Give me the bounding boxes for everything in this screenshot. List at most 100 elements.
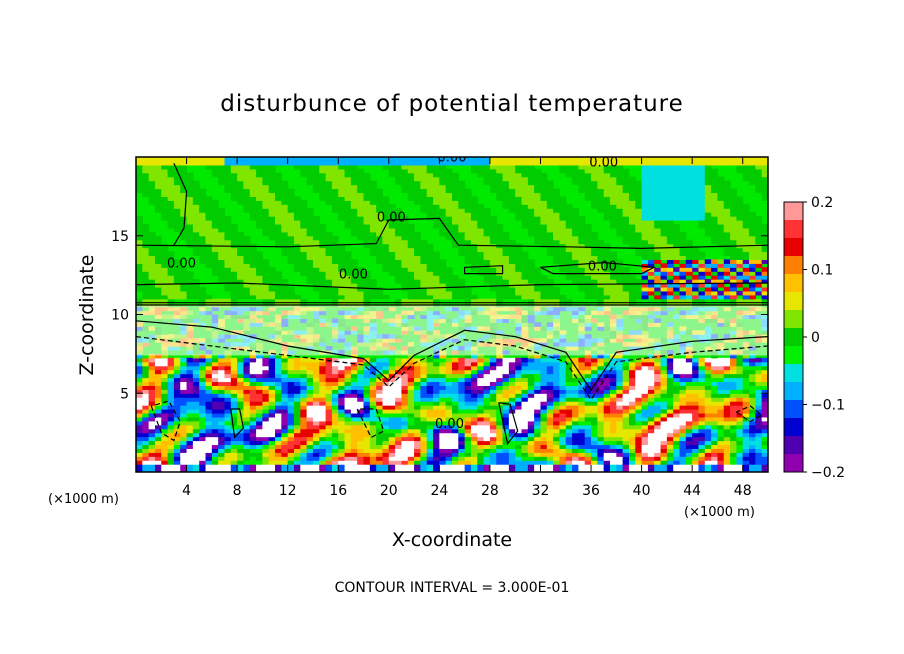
- field-cell: [483, 416, 491, 422]
- field-cell: [496, 275, 504, 280]
- field-cell: [224, 385, 232, 390]
- field-cell: [452, 176, 459, 182]
- field-cell: [382, 231, 390, 237]
- field-cell: [369, 188, 377, 194]
- field-cell: [508, 184, 516, 190]
- field-cell: [515, 188, 523, 194]
- field-cell: [344, 357, 352, 363]
- field-cell: [515, 255, 523, 260]
- field-cell: [205, 456, 213, 461]
- field-cell: [281, 452, 289, 457]
- field-cell: [477, 298, 485, 304]
- field-cell: [540, 448, 548, 453]
- field-cell: [452, 279, 459, 284]
- field-cell: [287, 235, 295, 241]
- field-cell: [281, 353, 289, 359]
- field-cell: [350, 369, 358, 375]
- field-cell: [591, 424, 598, 430]
- field-cell: [161, 409, 169, 414]
- field-cell: [445, 409, 453, 414]
- field-cell: [540, 223, 548, 229]
- field-cell: [287, 294, 295, 300]
- field-cell: [452, 416, 459, 422]
- field-cell: [256, 196, 263, 201]
- field-cell: [211, 357, 219, 363]
- field-cell: [199, 251, 207, 257]
- field-cell: [515, 200, 523, 205]
- field-cell: [350, 267, 358, 272]
- field-cell: [363, 436, 371, 442]
- field-cell: [433, 432, 440, 438]
- field-cell: [496, 267, 504, 272]
- field-cell: [211, 444, 219, 449]
- field-cell: [515, 184, 523, 190]
- field-cell: [306, 444, 314, 449]
- field-cell: [192, 196, 200, 201]
- field-cell: [312, 361, 320, 367]
- field-cell: [230, 263, 238, 268]
- field-cell: [470, 361, 478, 367]
- field-cell: [186, 212, 194, 217]
- field-cell: [508, 247, 516, 253]
- field-cell: [256, 389, 263, 394]
- field-cell: [167, 357, 175, 363]
- field-cell: [445, 231, 453, 237]
- field-cell: [477, 255, 485, 260]
- field-cell: [319, 231, 327, 237]
- field-cell: [300, 428, 308, 434]
- field-cell: [331, 361, 339, 367]
- field-cell: [597, 420, 605, 426]
- field-cell: [224, 220, 232, 225]
- field-cell: [230, 294, 238, 300]
- field-cell: [452, 157, 459, 162]
- field-cell: [603, 369, 611, 375]
- field-cell: [470, 247, 478, 253]
- field-cell: [401, 468, 409, 472]
- field-cell: [211, 267, 219, 272]
- field-cell: [388, 405, 396, 410]
- field-cell: [376, 353, 384, 359]
- field-cell: [388, 251, 396, 257]
- field-cell: [148, 235, 156, 241]
- field-cell: [325, 235, 333, 241]
- field-cell: [224, 255, 232, 260]
- field-cell: [357, 448, 365, 453]
- field-cell: [420, 286, 428, 292]
- field-cell: [445, 204, 453, 209]
- field-cell: [610, 456, 617, 461]
- field-cell: [572, 168, 579, 174]
- field-cell: [407, 373, 415, 379]
- field-cell: [395, 381, 403, 386]
- field-cell: [161, 401, 169, 406]
- field-cell: [477, 157, 485, 162]
- field-cell: [477, 460, 485, 465]
- field-cell: [211, 369, 219, 375]
- field-cell: [230, 267, 238, 272]
- field-cell: [199, 220, 207, 225]
- field-cell: [515, 172, 523, 178]
- field-cell: [230, 172, 238, 178]
- field-cell: [414, 365, 421, 371]
- field-cell: [256, 357, 263, 363]
- field-cell: [186, 188, 194, 194]
- field-cell: [211, 160, 219, 166]
- field-cell: [508, 440, 516, 446]
- field-cell: [161, 397, 169, 402]
- field-cell: [306, 279, 314, 284]
- field-cell: [300, 452, 308, 457]
- field-cell: [256, 184, 263, 190]
- field-cell: [268, 212, 276, 217]
- field-cell: [237, 259, 245, 264]
- plot-area: 0.000.000.000.000.000.000.00: [136, 157, 768, 472]
- field-cell: [572, 369, 579, 375]
- field-cell: [527, 263, 535, 268]
- field-cell: [306, 452, 314, 457]
- field-cell: [142, 259, 150, 264]
- field-cell: [572, 412, 579, 418]
- field-cell: [363, 369, 371, 375]
- field-cell: [369, 412, 377, 418]
- field-cell: [414, 448, 421, 453]
- field-cell: [192, 401, 200, 406]
- field-cell: [262, 452, 270, 457]
- field-cell: [154, 420, 162, 426]
